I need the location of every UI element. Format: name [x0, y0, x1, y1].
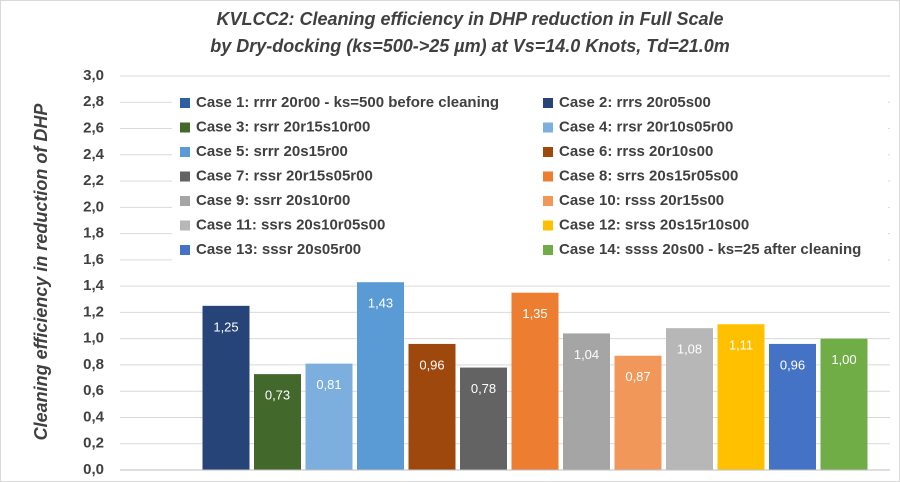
bar — [460, 367, 507, 470]
bar — [563, 333, 610, 470]
y-tick-label: 0,2 — [83, 435, 104, 452]
data-label: 1,04 — [574, 347, 599, 362]
y-tick-label: 1,4 — [83, 277, 105, 294]
bar — [717, 324, 765, 470]
y-tick-label: 0,4 — [83, 408, 105, 425]
legend-swatch — [180, 98, 190, 108]
chart-title: KVLCC2: Cleaning efficiency in DHP reduc… — [216, 9, 723, 29]
y-tick-label: 3,0 — [83, 67, 104, 84]
y-tick-label: 2,0 — [83, 198, 104, 215]
y-axis-label: Cleaning efficiency in reduction of DHP — [31, 103, 51, 441]
legend-label: Case 8: srrs 20s15r05s00 — [559, 167, 738, 184]
data-label: 0,78 — [471, 381, 496, 396]
legend-box — [172, 88, 888, 284]
legend-label: Case 7: rssr 20r15s05r00 — [196, 167, 373, 184]
legend-swatch — [543, 98, 553, 108]
legend-swatch — [543, 147, 553, 157]
legend-label: Case 4: rrsr 20r10s05r00 — [559, 118, 733, 135]
data-label: 1,43 — [368, 296, 393, 311]
legend-swatch — [543, 196, 553, 206]
legend-swatch — [543, 122, 553, 133]
data-label: 1,35 — [522, 306, 547, 321]
data-label: 1,00 — [831, 352, 856, 367]
y-tick-label: 1,6 — [83, 251, 104, 268]
legend-swatch — [180, 171, 190, 182]
y-tick-label: 2,6 — [83, 120, 104, 137]
y-tick-label: 2,4 — [83, 146, 105, 163]
chart-title: by Dry-docking (ks=500->25 µm) at Vs=14.… — [210, 36, 730, 56]
legend-swatch — [180, 122, 190, 133]
y-tick-label: 1,0 — [83, 330, 104, 347]
legend-label: Case 12: srss 20s15r10s00 — [559, 216, 749, 233]
legend-label: Case 3: rsrr 20r15s10r00 — [196, 118, 370, 135]
data-label: 0,96 — [780, 357, 805, 372]
y-tick-label: 1,8 — [83, 225, 104, 242]
y-tick-label: 1,2 — [83, 303, 104, 320]
data-label: 0,81 — [316, 377, 341, 392]
legend-label: Case 6: rrss 20r10s00 — [559, 143, 713, 160]
data-label: 1,25 — [213, 319, 238, 334]
legend-label: Case 10: rsss 20r15s00 — [559, 192, 724, 209]
data-label: 1,11 — [729, 338, 753, 353]
bar — [511, 292, 559, 470]
legend-swatch — [543, 245, 553, 255]
data-label: 0,96 — [419, 357, 444, 372]
y-tick-label: 2,8 — [83, 93, 104, 110]
legend-label: Case 13: sssr 20s05r00 — [196, 241, 361, 258]
bar — [305, 363, 353, 470]
legend-label: Case 14: ssss 20s00 - ks=25 after cleani… — [559, 241, 861, 258]
y-tick-label: 0,6 — [83, 382, 104, 399]
bar — [357, 282, 404, 470]
y-tick-label: 2,2 — [83, 172, 104, 189]
legend-swatch — [180, 220, 190, 231]
legend-label: Case 11: ssrs 20s10r05s00 — [196, 216, 385, 233]
legend-label: Case 1: rrrr 20r00 - ks=500 before clean… — [196, 94, 499, 111]
bar — [769, 343, 816, 470]
y-tick-label: 0,0 — [83, 461, 104, 478]
bar — [202, 305, 250, 470]
data-label: 0,87 — [625, 369, 650, 384]
legend-swatch — [543, 171, 553, 182]
bar — [408, 343, 456, 470]
bar — [254, 374, 301, 470]
bar — [614, 355, 662, 470]
bar — [666, 328, 713, 470]
legend-swatch — [180, 245, 190, 255]
data-label: 0,73 — [265, 388, 290, 403]
legend-swatch — [543, 220, 553, 231]
legend-label: Case 9: ssrr 20s10r00 — [196, 192, 350, 209]
legend-label: Case 5: srrr 20s15r00 — [196, 143, 348, 160]
legend-swatch — [180, 147, 190, 157]
legend-swatch — [180, 196, 190, 206]
data-label: 1,08 — [677, 342, 702, 357]
bar — [820, 338, 868, 470]
y-tick-label: 0,8 — [83, 356, 104, 373]
legend-label: Case 2: rrrs 20r05s00 — [559, 94, 711, 111]
